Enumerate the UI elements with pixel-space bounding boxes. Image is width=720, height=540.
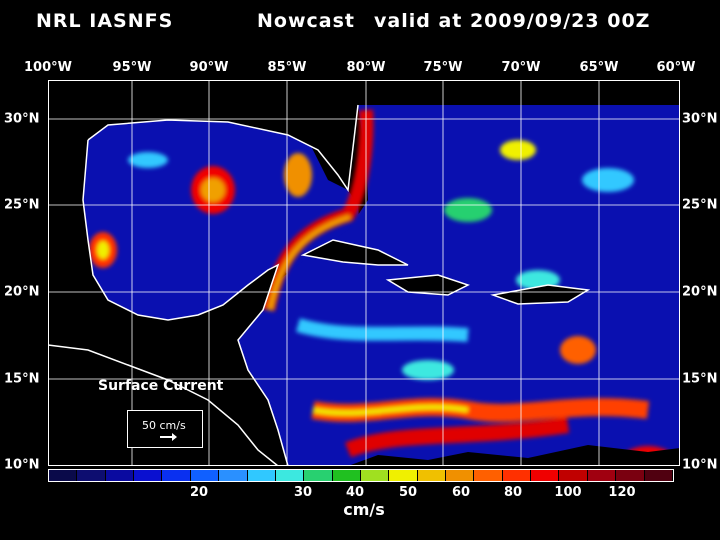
lon-label: 95°W: [112, 60, 152, 75]
color-swatch: [446, 470, 475, 481]
lat-label-right: 25°N: [682, 197, 718, 213]
land: [48, 80, 680, 466]
color-scale-label: 120: [608, 485, 636, 500]
color-swatch: [474, 470, 503, 481]
color-swatch: [105, 470, 135, 481]
color-swatch: [219, 470, 248, 481]
lon-label: 65°W: [579, 60, 619, 75]
color-scale-label: 100: [554, 485, 582, 500]
color-swatch: [360, 470, 390, 481]
lat-label-left: 25°N: [4, 197, 40, 213]
lon-label: 90°W: [189, 60, 229, 75]
reference-vector-label: 50 cm/s: [142, 419, 186, 432]
color-swatch: [587, 470, 617, 481]
color-scale-label: 40: [345, 485, 365, 500]
lat-label-left: 30°N: [4, 111, 40, 127]
lat-label-left: 10°N: [4, 457, 40, 473]
lon-label: 100°W: [24, 60, 72, 75]
color-swatch: [275, 470, 305, 481]
coastline: [48, 104, 591, 466]
field-label: Surface Current: [98, 378, 224, 394]
color-swatch: [247, 470, 276, 481]
lon-label: 70°W: [501, 60, 541, 75]
color-swatch: [644, 470, 673, 481]
color-scale-label: 30: [293, 485, 313, 500]
lon-label: 80°W: [346, 60, 386, 75]
color-swatch: [134, 470, 163, 481]
lat-label-right: 15°N: [682, 371, 718, 387]
color-swatch: [531, 470, 560, 481]
color-scale-bar: [48, 469, 674, 482]
color-swatch: [417, 470, 447, 481]
lon-label: 85°W: [267, 60, 307, 75]
color-swatch: [190, 470, 220, 481]
lon-label: 60°W: [656, 60, 696, 75]
valid-time-title: valid at 2009/09/23 00Z: [374, 10, 651, 32]
color-swatch: [77, 470, 106, 481]
product-title: Nowcast: [257, 10, 355, 32]
color-swatch: [559, 470, 588, 481]
color-scale-unit: cm/s: [343, 500, 385, 519]
lat-label-right: 10°N: [682, 457, 718, 473]
color-scale-label: 50: [398, 485, 418, 500]
lat-label-right: 20°N: [682, 284, 718, 300]
color-swatch: [389, 470, 418, 481]
graticule: [48, 80, 680, 466]
color-swatch: [332, 470, 361, 481]
lat-label-left: 20°N: [4, 284, 40, 300]
color-scale-label: 20: [189, 485, 209, 500]
reference-vector-box: 50 cm/s: [127, 410, 203, 448]
lon-label: 75°W: [423, 60, 463, 75]
color-scale-label: 80: [503, 485, 523, 500]
current-speed-map: [48, 80, 680, 466]
model-title: NRL IASNFS: [36, 10, 174, 32]
color-swatch: [304, 470, 333, 481]
color-swatch: [502, 470, 532, 481]
color-scale-label: 60: [451, 485, 471, 500]
color-swatch: [49, 470, 78, 481]
color-swatch: [162, 470, 191, 481]
lat-label-left: 15°N: [4, 371, 40, 387]
lat-label-right: 30°N: [682, 111, 718, 127]
arrow-icon: [160, 433, 177, 441]
color-swatch: [616, 470, 645, 481]
